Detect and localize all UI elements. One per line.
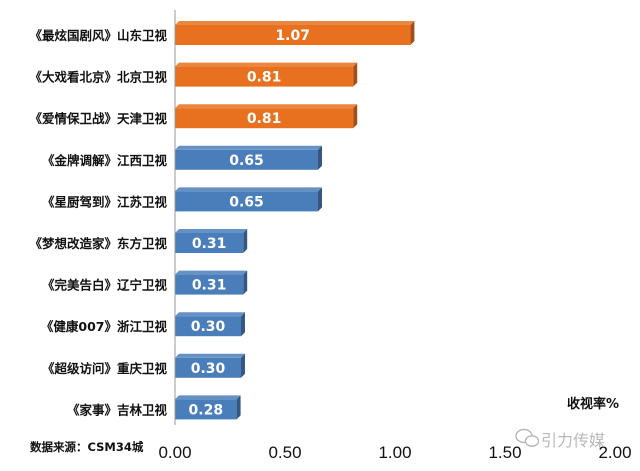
bar-front-face [175,149,318,170]
category-label: 《梦想改造家》东方卫视 [29,236,167,251]
watermark-text: 引力传媒 [541,431,605,450]
bar-side-face [318,145,322,170]
bar-front-face [175,191,318,212]
bar: 0.28 [175,395,241,420]
x-tick-label: 1.00 [378,443,411,462]
category-label: 《健康007》浙江卫视 [41,319,168,334]
bar-side-face [243,270,248,295]
bar: 0.65 [175,187,322,212]
bar-value-label: 0.30 [191,361,226,377]
bar-value-label: 0.81 [247,111,282,127]
bar-value-label: 0.31 [192,278,227,294]
bar-value-label: 0.65 [229,153,264,169]
bar: 0.31 [175,270,248,295]
bar-top-face [175,395,241,400]
bar-top-face [175,312,245,317]
category-label: 《爱情保卫战》天津卫视 [29,111,167,126]
bar-front-face [175,399,237,420]
bar: 0.30 [175,312,245,337]
bar-value-label: 0.81 [247,70,282,86]
x-axis-title: 收视率% [567,396,619,412]
bar-top-face [175,229,248,233]
bar-side-face [243,229,248,253]
bar-top-face [175,104,358,109]
category-label: 《金牌调解》江西卫视 [42,153,168,168]
bar-value-label: 0.65 [229,194,264,210]
bar-side-face [318,187,322,212]
bar-side-face [353,62,358,87]
bar-front-face [175,274,244,295]
bar: 0.31 [175,229,248,253]
bars-layer: 1.07 0.81 0.81 0.65 0.65 0.31 0.31 0.30 0.30 0.28 [175,21,415,420]
category-label: 《家事》吉林卫视 [67,402,168,417]
bar: 1.07 [175,21,415,45]
watermark: 引力传媒 [515,428,605,450]
bar-front-face [175,66,354,87]
bar-side-face [236,395,241,420]
bar-top-face [175,270,248,275]
bar-front-face [175,357,241,378]
bar-front-face [175,25,411,45]
bar-top-face [175,187,322,192]
x-tick-labels: 0.00 0.50 1.00 1.50 2.00 [158,443,631,462]
bar: 0.30 [175,353,245,378]
category-label: 《最炫国剧风》山东卫视 [29,28,167,43]
bar-front-face [175,233,244,253]
x-tick-label: 0.00 [158,443,191,462]
bar-top-face [175,62,358,67]
bar-value-label: 0.31 [192,236,227,252]
bar-top-face [175,21,415,25]
bar-value-label: 0.28 [189,402,224,418]
bar-side-face [241,312,245,337]
bar: 0.81 [175,104,358,129]
x-tick-label: 1.50 [488,443,521,462]
bar-value-label: 1.07 [275,28,310,44]
data-source-note: 数据来源：CSM34城 [30,440,144,454]
bar-front-face [175,316,241,337]
bar-side-face [241,353,245,378]
bar: 0.65 [175,145,322,170]
bar-front-face [175,108,354,129]
wechat-icon [515,428,540,447]
category-label: 《超级访问》重庆卫视 [42,361,168,376]
category-labels: 《最炫国剧风》山东卫视《大戏看北京》北京卫视《爱情保卫战》天津卫视《金牌调解》江… [29,28,167,417]
x-tick-label: 2.00 [598,443,631,462]
x-tick-label: 0.50 [268,443,301,462]
category-label: 《大戏看北京》北京卫视 [29,70,167,85]
bar-top-face [175,145,322,150]
bar-top-face [175,353,245,358]
category-label: 《星厨驾到》江苏卫视 [42,194,168,209]
category-label: 《完美告白》辽宁卫视 [42,278,168,293]
bar-side-face [410,21,415,45]
bar: 0.81 [175,62,358,87]
bar-side-face [353,104,358,129]
bar-value-label: 0.30 [191,319,226,335]
